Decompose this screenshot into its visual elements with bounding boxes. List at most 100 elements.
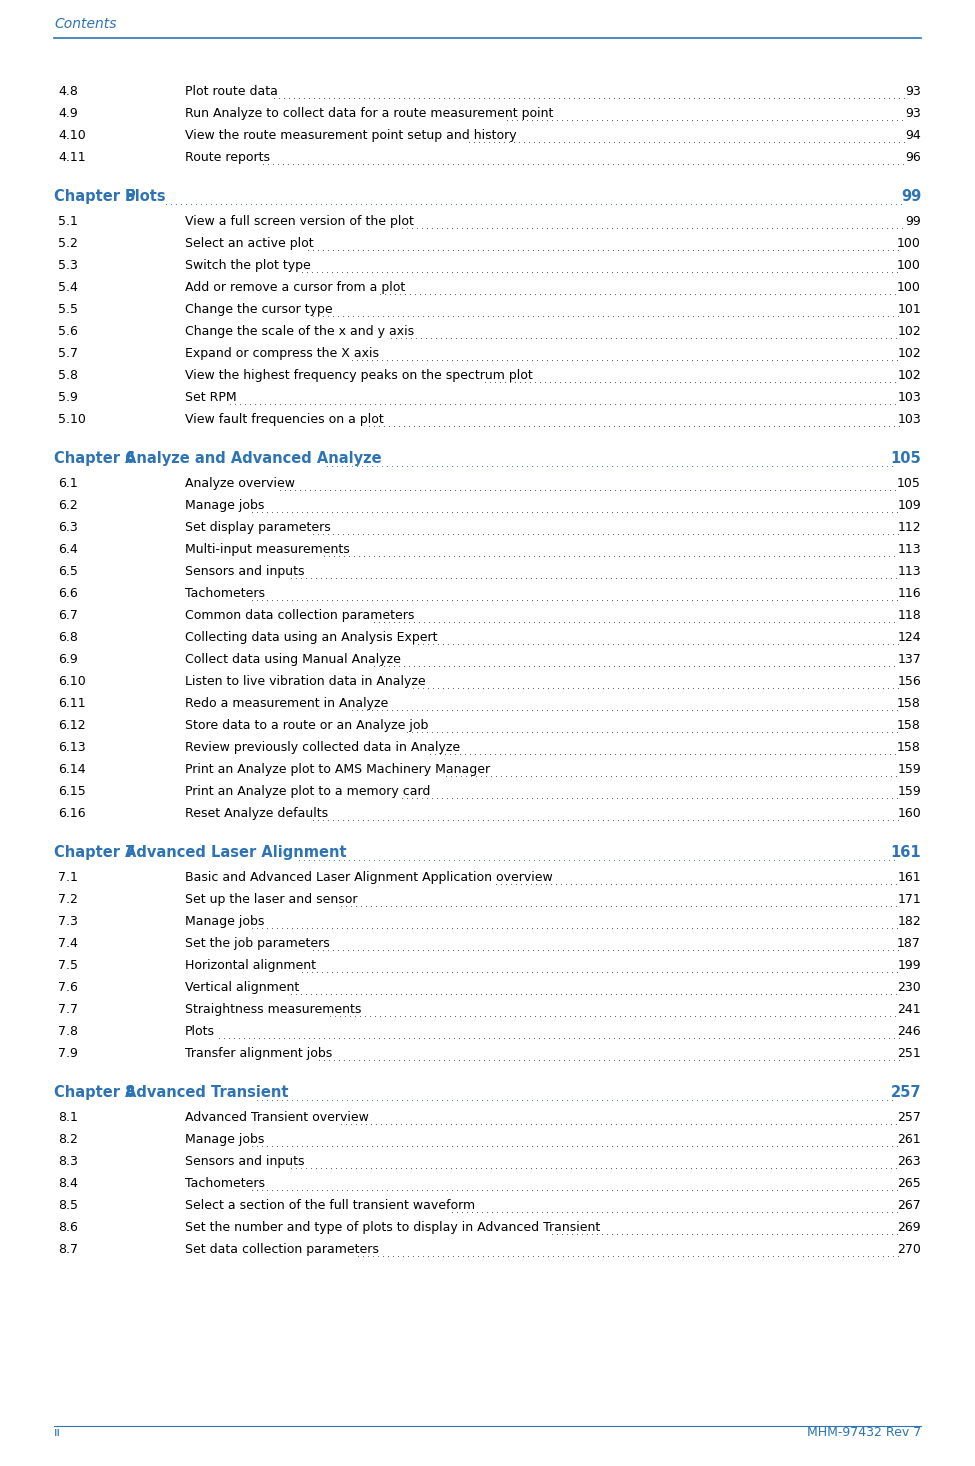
Text: 241: 241 (897, 1003, 921, 1016)
Text: Listen to live vibration data in Analyze: Listen to live vibration data in Analyze (185, 674, 426, 688)
Text: 159: 159 (897, 762, 921, 776)
Text: Set display parameters: Set display parameters (185, 520, 331, 534)
Text: 265: 265 (897, 1177, 921, 1190)
Text: 270: 270 (897, 1243, 921, 1256)
Text: Select an active plot: Select an active plot (185, 237, 314, 251)
Text: 6.3: 6.3 (58, 520, 78, 534)
Text: 171: 171 (897, 893, 921, 906)
Text: 103: 103 (897, 391, 921, 405)
Text: Chapter 5: Chapter 5 (54, 189, 136, 204)
Text: 6.14: 6.14 (58, 762, 86, 776)
Text: 161: 161 (897, 871, 921, 884)
Text: 5.8: 5.8 (58, 369, 78, 383)
Text: Analyze overview: Analyze overview (185, 476, 295, 490)
Text: 8.5: 8.5 (58, 1199, 78, 1212)
Text: 7.3: 7.3 (58, 915, 78, 928)
Text: 101: 101 (897, 303, 921, 317)
Text: 4.10: 4.10 (58, 129, 86, 142)
Text: View the route measurement point setup and history: View the route measurement point setup a… (185, 129, 517, 142)
Text: 99: 99 (901, 189, 921, 204)
Text: 4.11: 4.11 (58, 151, 86, 164)
Text: ii: ii (54, 1426, 61, 1440)
Text: 8.1: 8.1 (58, 1111, 78, 1124)
Text: 118: 118 (897, 608, 921, 622)
Text: Collect data using Manual Analyze: Collect data using Manual Analyze (185, 652, 401, 666)
Text: 199: 199 (897, 959, 921, 972)
Text: Advanced Transient overview: Advanced Transient overview (185, 1111, 369, 1124)
Text: Change the scale of the x and y axis: Change the scale of the x and y axis (185, 325, 414, 339)
Text: 6.4: 6.4 (58, 542, 78, 556)
Text: Straightness measurements: Straightness measurements (185, 1003, 362, 1016)
Text: 6.15: 6.15 (58, 784, 86, 798)
Text: 94: 94 (905, 129, 921, 142)
Text: 267: 267 (897, 1199, 921, 1212)
Text: View a full screen version of the plot: View a full screen version of the plot (185, 216, 413, 229)
Text: Route reports: Route reports (185, 151, 270, 164)
Text: 93: 93 (905, 107, 921, 120)
Text: 5.2: 5.2 (58, 237, 78, 251)
Text: 93: 93 (905, 85, 921, 98)
Text: 159: 159 (897, 784, 921, 798)
Text: 5.6: 5.6 (58, 325, 78, 339)
Text: 187: 187 (897, 937, 921, 950)
Text: Redo a measurement in Analyze: Redo a measurement in Analyze (185, 696, 388, 710)
Text: 246: 246 (897, 1025, 921, 1038)
Text: 105: 105 (897, 476, 921, 490)
Text: 7.6: 7.6 (58, 981, 78, 994)
Text: Chapter 8: Chapter 8 (54, 1085, 136, 1100)
Text: 161: 161 (890, 844, 921, 861)
Text: 5.3: 5.3 (58, 259, 78, 273)
Text: Set the number and type of plots to display in Advanced Transient: Set the number and type of plots to disp… (185, 1221, 601, 1234)
Text: 102: 102 (897, 369, 921, 383)
Text: Switch the plot type: Switch the plot type (185, 259, 311, 273)
Text: 7.9: 7.9 (58, 1047, 78, 1060)
Text: MHM-97432 Rev 7: MHM-97432 Rev 7 (806, 1426, 921, 1440)
Text: Print an Analyze plot to a memory card: Print an Analyze plot to a memory card (185, 784, 430, 798)
Text: 257: 257 (890, 1085, 921, 1100)
Text: 6.9: 6.9 (58, 652, 78, 666)
Text: 8.7: 8.7 (58, 1243, 78, 1256)
Text: 257: 257 (897, 1111, 921, 1124)
Text: Chapter 7: Chapter 7 (54, 844, 136, 861)
Text: 8.6: 8.6 (58, 1221, 78, 1234)
Text: Set RPM: Set RPM (185, 391, 237, 405)
Text: Horizontal alignment: Horizontal alignment (185, 959, 316, 972)
Text: 269: 269 (897, 1221, 921, 1234)
Text: Manage jobs: Manage jobs (185, 498, 264, 512)
Text: 7.2: 7.2 (58, 893, 78, 906)
Text: 7.5: 7.5 (58, 959, 78, 972)
Text: Print an Analyze plot to AMS Machinery Manager: Print an Analyze plot to AMS Machinery M… (185, 762, 490, 776)
Text: 6.16: 6.16 (58, 806, 86, 819)
Text: Reset Analyze defaults: Reset Analyze defaults (185, 806, 329, 819)
Text: Plots: Plots (185, 1025, 215, 1038)
Text: 100: 100 (897, 259, 921, 273)
Text: Sensors and inputs: Sensors and inputs (185, 564, 304, 578)
Text: Advanced Transient: Advanced Transient (125, 1085, 289, 1100)
Text: 100: 100 (897, 237, 921, 251)
Text: 8.2: 8.2 (58, 1133, 78, 1146)
Text: Plots: Plots (125, 189, 167, 204)
Text: 251: 251 (897, 1047, 921, 1060)
Text: 4.9: 4.9 (58, 107, 78, 120)
Text: Add or remove a cursor from a plot: Add or remove a cursor from a plot (185, 281, 406, 295)
Text: Plot route data: Plot route data (185, 85, 278, 98)
Text: Manage jobs: Manage jobs (185, 1133, 264, 1146)
Text: Set the job parameters: Set the job parameters (185, 937, 330, 950)
Text: 99: 99 (905, 216, 921, 229)
Text: 100: 100 (897, 281, 921, 295)
Text: 160: 160 (897, 806, 921, 819)
Text: 7.7: 7.7 (58, 1003, 78, 1016)
Text: 6.13: 6.13 (58, 740, 86, 754)
Text: 261: 261 (897, 1133, 921, 1146)
Text: Analyze and Advanced Analyze: Analyze and Advanced Analyze (125, 452, 381, 466)
Text: 6.7: 6.7 (58, 608, 78, 622)
Text: 102: 102 (897, 347, 921, 361)
Text: Store data to a route or an Analyze job: Store data to a route or an Analyze job (185, 718, 428, 732)
Text: 102: 102 (897, 325, 921, 339)
Text: 5.9: 5.9 (58, 391, 78, 405)
Text: 6.8: 6.8 (58, 630, 78, 644)
Text: 158: 158 (897, 718, 921, 732)
Text: 5.10: 5.10 (58, 413, 86, 427)
Text: Tachometers: Tachometers (185, 586, 265, 600)
Text: 5.7: 5.7 (58, 347, 78, 361)
